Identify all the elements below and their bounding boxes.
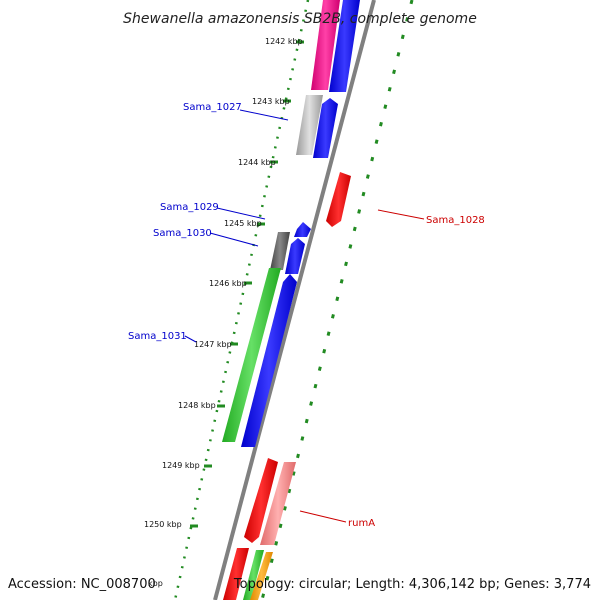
cog-feature-dark-1030[interactable] <box>270 232 290 270</box>
accession-text: Accession: NC_008700 <box>8 577 156 592</box>
cds-Sama_1030[interactable] <box>285 238 305 274</box>
gene-label-Sama_1028[interactable]: Sama_1028 <box>426 215 485 226</box>
tick-label: 1243 kbp <box>252 97 290 106</box>
cog-feature-magenta[interactable] <box>311 0 340 90</box>
gene-label-rumA[interactable]: rumA <box>348 518 375 529</box>
tick-label: 1249 kbp <box>162 461 200 470</box>
map-title: Shewanella amazonensis SB2B, complete ge… <box>123 11 477 27</box>
tick-label: 1242 kbp <box>265 37 303 46</box>
tick-label: 1245 kbp <box>224 219 262 228</box>
tick-label: 1244 kbp <box>238 158 276 167</box>
tick-label: kbp <box>148 579 163 588</box>
cds-Sama_1028[interactable] <box>326 172 351 227</box>
gene-label-Sama_1031[interactable]: Sama_1031 <box>128 331 187 342</box>
tick-label: 1247 kbp <box>194 340 232 349</box>
leader-Sama_1030 <box>209 232 259 247</box>
leader-Sama_1029 <box>216 207 266 220</box>
cds-rumA[interactable] <box>244 458 278 543</box>
cds-Sama_1029[interactable] <box>294 222 311 237</box>
genome-backbone <box>213 0 376 600</box>
leader-rumA <box>299 510 347 523</box>
cog-feature-green-bottom[interactable] <box>243 550 264 600</box>
cog-feature-grey-1027[interactable] <box>296 95 323 155</box>
gene-label-Sama_1030[interactable]: Sama_1030 <box>153 228 212 239</box>
leader-Sama_1031 <box>184 335 197 343</box>
genome-summary-text: Topology: circular; Length: 4,306,142 bp… <box>233 577 591 592</box>
tick-label: 1248 kbp <box>178 401 216 410</box>
cds-reverse-bottom[interactable] <box>223 548 249 600</box>
leader-Sama_1027 <box>239 109 289 121</box>
cds-Sama_1027[interactable] <box>313 98 338 158</box>
cds-Sama_1031[interactable] <box>241 274 297 447</box>
tick-marks <box>190 40 304 528</box>
leader-Sama_1028 <box>377 209 425 220</box>
cds-forward-top[interactable] <box>329 0 360 92</box>
gene-label-Sama_1029[interactable]: Sama_1029 <box>160 202 219 213</box>
gc-track-outer <box>260 0 414 600</box>
cog-feature-pink-rumA[interactable] <box>260 462 296 545</box>
tick-label: 1246 kbp <box>209 279 247 288</box>
cog-feature-green-1031[interactable] <box>222 268 281 442</box>
cog-feature-orange-bottom[interactable] <box>250 552 273 600</box>
tick-label: 1250 kbp <box>144 520 182 529</box>
gene-label-Sama_1027[interactable]: Sama_1027 <box>183 102 242 113</box>
